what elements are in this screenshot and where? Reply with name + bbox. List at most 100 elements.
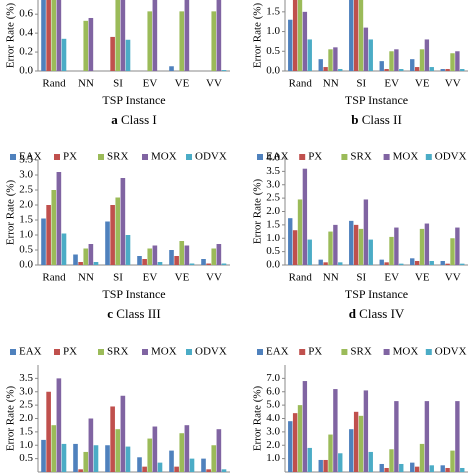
y-tick-label: 2.0 (19, 412, 33, 424)
bar (318, 259, 323, 265)
y-tick-label: 1.5 (19, 425, 33, 437)
bar (46, 0, 51, 71)
bar (179, 433, 185, 472)
x-tick-label: NN (323, 78, 339, 90)
caption-label: c (107, 306, 113, 321)
legend-label: EAX (19, 346, 42, 358)
bar (88, 17, 94, 71)
bar (358, 0, 364, 71)
bar (445, 467, 450, 472)
y-tick-label: 3.0 (19, 385, 33, 397)
bar (51, 425, 57, 472)
bar (221, 469, 227, 472)
bar (389, 51, 394, 71)
bar (440, 465, 445, 472)
bar (363, 199, 369, 265)
legend-label: MOX (151, 346, 177, 358)
x-tick-label: VV (445, 272, 461, 284)
x-tick-label: EV (143, 78, 158, 90)
bar (297, 0, 303, 71)
bar (221, 263, 227, 265)
y-tick-label: 1.0 (19, 229, 33, 241)
bar (169, 66, 174, 71)
x-tick-label: VE (175, 272, 190, 284)
y-tick-label: 3.0 (266, 178, 280, 190)
bar (147, 438, 153, 472)
bar (297, 199, 303, 265)
legend-swatch (186, 154, 192, 160)
bar (302, 381, 308, 472)
bar (88, 418, 94, 472)
bar (460, 69, 465, 71)
bar (157, 462, 163, 472)
legend-swatch (383, 154, 390, 160)
bar (142, 259, 147, 265)
bar (216, 244, 222, 265)
x-tick-label: Rand (289, 78, 313, 90)
y-tick-label: 3.5 (19, 372, 33, 384)
bar (147, 11, 153, 71)
y-tick-label: 1.0 (266, 452, 280, 464)
y-axis-title: Error Rate (%) (252, 2, 264, 68)
y-tick-label: 5.0 (266, 399, 280, 411)
y-tick-label: 1.5 (19, 214, 33, 226)
bar (56, 172, 62, 265)
bar (201, 259, 206, 265)
bar (78, 262, 83, 265)
caption-text: Class IV (359, 306, 405, 321)
y-tick-label: 0.2 (19, 46, 33, 58)
legend-swatch (10, 349, 16, 355)
bar (410, 462, 415, 472)
bar (379, 61, 384, 71)
bar (73, 443, 78, 472)
bar (384, 69, 389, 71)
bar (83, 451, 89, 472)
y-tick-label: 7.0 (266, 372, 280, 384)
y-tick-label: 3.5 (19, 154, 33, 166)
legend-swatch (425, 154, 432, 160)
y-tick-label: 1.0 (266, 25, 280, 37)
bar (46, 205, 51, 265)
x-axis-title: TSP Instance (345, 93, 408, 107)
bar (137, 256, 142, 265)
x-tick-label: EV (384, 272, 399, 284)
bar (328, 49, 333, 71)
bar (110, 205, 115, 265)
bar (460, 263, 465, 265)
caption-label: b (351, 112, 358, 127)
legend-label: ODVX (195, 346, 227, 358)
legend-label: EAX (266, 151, 289, 163)
bar (302, 11, 308, 71)
bar (440, 69, 445, 71)
caption-label: a (111, 112, 118, 127)
bar (424, 39, 430, 71)
x-tick-label: Rand (42, 78, 66, 90)
bar (288, 421, 293, 472)
bars (41, 0, 227, 71)
bar (353, 224, 359, 265)
bar (333, 224, 338, 265)
bar (349, 220, 354, 265)
bar (51, 0, 57, 71)
bar (125, 39, 131, 71)
bar (410, 258, 415, 265)
bar (399, 263, 404, 265)
caption-text: Class III (116, 306, 160, 321)
bar (333, 389, 338, 472)
legend-label: PX (308, 346, 322, 358)
x-tick-label: VV (445, 78, 461, 90)
bar (51, 190, 57, 265)
bar (323, 459, 328, 472)
bar (221, 70, 227, 71)
caption: c Class III (107, 306, 160, 321)
bar (206, 263, 211, 265)
y-tick-label: 0.6 (19, 8, 33, 20)
bar (318, 59, 323, 71)
bar (288, 19, 293, 71)
y-axis-title: Error Rate (%) (5, 385, 17, 451)
bar (152, 245, 158, 265)
bar (307, 239, 312, 265)
legend-label: ODVX (435, 346, 467, 358)
legend-swatch (142, 349, 148, 355)
